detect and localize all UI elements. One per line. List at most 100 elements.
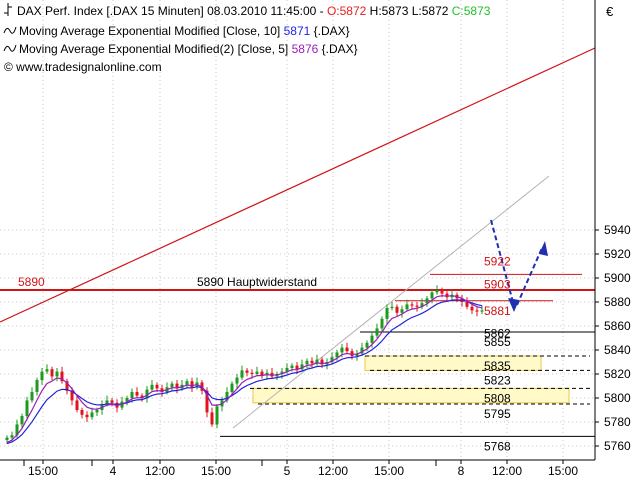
candle-body: [160, 388, 164, 392]
candle-body: [225, 392, 229, 401]
candle-body: [155, 384, 159, 389]
forecast-arrows: [490, 219, 548, 312]
candle-body: [445, 293, 449, 298]
candle-body: [365, 342, 369, 348]
level-label: 5808: [484, 391, 511, 405]
trend-lines: [0, 47, 596, 429]
candle-body: [425, 298, 429, 304]
level-label: 5823: [484, 373, 511, 387]
candle-body: [400, 309, 404, 313]
candle-body: [230, 383, 234, 392]
forecast-arrowhead-up: [539, 241, 548, 256]
candle-body: [145, 389, 149, 398]
level-label: 5862: [484, 327, 511, 341]
candle-body: [430, 292, 434, 299]
copyright-text: © www.tradesignalonline.com: [4, 60, 162, 74]
axes: 5760 5780 5800 5820 5840 5860 5880 5900 5920 5940…: [0, 0, 631, 478]
candle-body: [130, 392, 134, 398]
grid: [0, 0, 595, 460]
candle-body: [405, 304, 409, 310]
level-label: 5903: [484, 277, 511, 291]
candle-body: [170, 383, 174, 388]
x-tick-label: 15:00: [374, 464, 404, 478]
candle-body: [435, 290, 439, 293]
x-tick-label: 15:00: [548, 464, 578, 478]
candle-body: [90, 412, 94, 418]
ema-5-value: 5876: [292, 42, 319, 56]
candle-body: [40, 371, 44, 380]
candle-body: [50, 369, 54, 377]
resistance-text-label: 5890 Hauptwiderstand: [197, 275, 317, 289]
candle-body: [45, 369, 49, 372]
plot-background: [0, 0, 595, 460]
candle-body: [320, 359, 324, 365]
candle-body: [55, 371, 59, 377]
candle-body: [440, 290, 444, 294]
y-tick-label: 5880: [604, 295, 631, 309]
y-tick-label: 5840: [604, 343, 631, 357]
candle-body: [380, 318, 384, 329]
level-label: 5855: [484, 335, 511, 349]
candle-body: [470, 306, 474, 311]
candle-body: [30, 392, 34, 401]
candle-body: [360, 347, 364, 354]
level-label: 5881: [484, 304, 511, 318]
candle-body: [140, 395, 144, 398]
support-zone: [252, 387, 570, 404]
candle-body: [345, 347, 349, 352]
y-tick-label: 5900: [604, 271, 631, 285]
ema-10-label: Moving Average Exponential Modified [Clo…: [19, 24, 284, 38]
level-label: 5795: [484, 407, 511, 421]
candle-body: [375, 328, 379, 336]
x-tick-label: 15:00: [201, 464, 231, 478]
resistance-value-label: 5890: [18, 275, 45, 289]
support-zones: [252, 355, 570, 404]
candle-body: [25, 400, 29, 416]
candle-body: [290, 365, 294, 368]
candle-body: [175, 383, 179, 389]
x-tick-label: 12:00: [145, 464, 175, 478]
candle-body: [310, 360, 314, 364]
x-tick-label: 4: [110, 464, 117, 478]
candle-body: [235, 377, 239, 384]
candle-body: [10, 435, 14, 438]
candle-body: [110, 400, 114, 403]
trend-line-upper: [0, 47, 596, 323]
candle-body: [350, 351, 354, 356]
candle-body: [465, 302, 469, 307]
level-label: 5835: [484, 359, 511, 373]
legend-line-1: DAX Perf. Index [.DAX 15 Minuten] 08.03.…: [17, 4, 491, 18]
candle-body: [475, 310, 479, 312]
candle-body: [60, 371, 64, 382]
candle-body: [300, 364, 304, 370]
x-tick-label: 5: [284, 464, 291, 478]
candle-body: [85, 414, 89, 418]
legend-line-2: Moving Average Exponential Modified [Clo…: [19, 24, 350, 38]
candle-body: [70, 390, 74, 401]
ema-5-icon: [3, 44, 17, 52]
candle-body: [185, 381, 189, 385]
candle-body: [75, 400, 79, 410]
candle-body: [250, 372, 254, 374]
candle-body: [205, 390, 209, 413]
x-tick-label: 12:00: [492, 464, 522, 478]
candle-body: [135, 392, 139, 396]
candle-body: [105, 400, 109, 404]
candle-body: [245, 370, 249, 373]
candle-body: [150, 384, 154, 390]
ohlc-open: O:5872: [327, 4, 367, 18]
legend: DAX Perf. Index [.DAX 15 Minuten] 08.03.…: [3, 3, 491, 74]
level-label: 5922: [484, 255, 511, 269]
x-tick-label: 12:00: [318, 464, 348, 478]
ohlc-high-low: H:5873 L:5872: [366, 4, 451, 18]
candle-body: [305, 360, 309, 365]
candle-body: [215, 406, 219, 425]
candle-body: [340, 347, 344, 353]
candle-body: [80, 410, 84, 415]
y-tick-label: 5920: [604, 247, 631, 261]
forecast-arrow-down: [490, 219, 515, 307]
level-label: 5768: [484, 439, 511, 453]
